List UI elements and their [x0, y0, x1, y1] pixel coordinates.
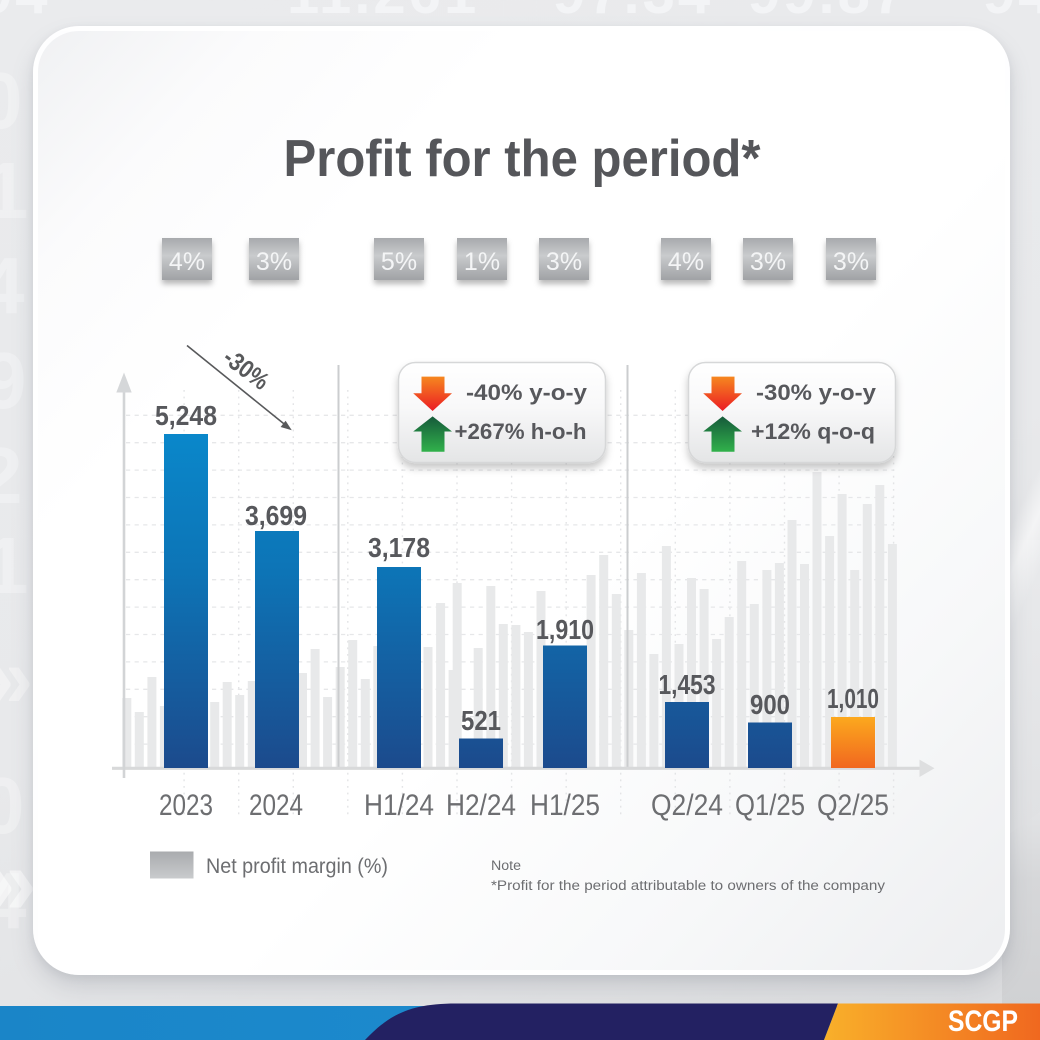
svg-text:-40% y-o-y: -40% y-o-y	[466, 380, 588, 405]
svg-text:Q1/25: Q1/25	[735, 789, 805, 822]
svg-text:+267% h-o-h: +267% h-o-h	[455, 419, 587, 444]
svg-text:1%: 1%	[464, 248, 500, 276]
svg-text:3%: 3%	[546, 248, 582, 276]
svg-text:-30% y-o-y: -30% y-o-y	[756, 380, 877, 405]
svg-text:3,699: 3,699	[245, 500, 307, 531]
svg-text:+12% q-o-q: +12% q-o-q	[751, 419, 875, 444]
svg-text:3%: 3%	[256, 248, 292, 276]
svg-text:H1/24: H1/24	[364, 789, 434, 822]
svg-text:1,453: 1,453	[659, 669, 716, 700]
svg-text:2023: 2023	[159, 789, 213, 822]
svg-text:900: 900	[750, 689, 790, 720]
svg-text:-30%: -30%	[218, 343, 275, 395]
svg-text:Q2/25: Q2/25	[817, 789, 889, 822]
svg-text:4%: 4%	[668, 248, 704, 276]
svg-text:1,910: 1,910	[536, 614, 594, 645]
svg-text:5,248: 5,248	[155, 400, 217, 431]
svg-text:Profit for the period*: Profit for the period*	[284, 130, 762, 188]
svg-text:Net profit margin (%): Net profit margin (%)	[206, 854, 388, 878]
svg-text:H1/25: H1/25	[530, 789, 600, 822]
svg-text:3,178: 3,178	[368, 532, 430, 563]
svg-text:5%: 5%	[381, 248, 417, 276]
svg-text:3%: 3%	[750, 248, 786, 276]
svg-text:*Profit for the period attribu: *Profit for the period attributable to o…	[491, 878, 886, 894]
svg-text:Q2/24: Q2/24	[651, 789, 723, 822]
svg-text:1,010: 1,010	[827, 683, 879, 714]
svg-text:Note: Note	[491, 858, 521, 874]
svg-text:3%: 3%	[833, 248, 869, 276]
svg-text:2024: 2024	[249, 789, 303, 822]
svg-text:4%: 4%	[169, 248, 205, 276]
svg-text:H2/24: H2/24	[446, 789, 516, 822]
svg-text:521: 521	[461, 705, 501, 736]
